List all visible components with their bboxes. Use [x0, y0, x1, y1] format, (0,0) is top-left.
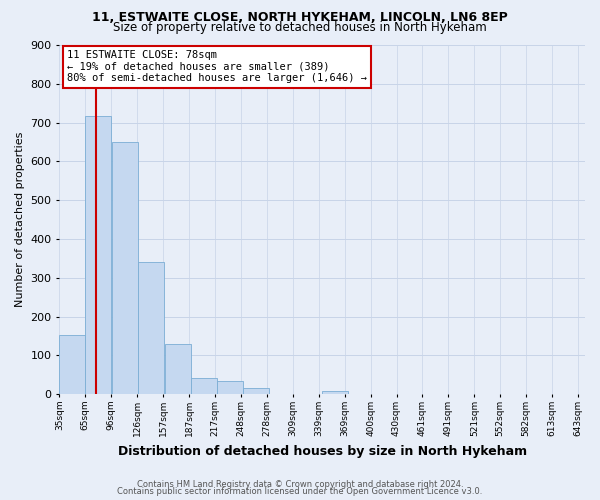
X-axis label: Distribution of detached houses by size in North Hykeham: Distribution of detached houses by size … [118, 444, 527, 458]
Y-axis label: Number of detached properties: Number of detached properties [15, 132, 25, 308]
Text: 11, ESTWAITE CLOSE, NORTH HYKEHAM, LINCOLN, LN6 8EP: 11, ESTWAITE CLOSE, NORTH HYKEHAM, LINCO… [92, 11, 508, 24]
Text: Contains public sector information licensed under the Open Government Licence v3: Contains public sector information licen… [118, 487, 482, 496]
Bar [244, 388, 269, 394]
Bar [165, 344, 191, 394]
Text: Contains HM Land Registry data © Crown copyright and database right 2024.: Contains HM Land Registry data © Crown c… [137, 480, 463, 489]
Bar [138, 262, 164, 394]
Bar [217, 382, 242, 394]
Bar [191, 378, 217, 394]
Bar [85, 116, 111, 394]
Text: Size of property relative to detached houses in North Hykeham: Size of property relative to detached ho… [113, 21, 487, 34]
Text: 11 ESTWAITE CLOSE: 78sqm
← 19% of detached houses are smaller (389)
80% of semi-: 11 ESTWAITE CLOSE: 78sqm ← 19% of detach… [67, 50, 367, 84]
Bar [59, 336, 85, 394]
Bar [322, 391, 348, 394]
Bar [112, 142, 138, 394]
